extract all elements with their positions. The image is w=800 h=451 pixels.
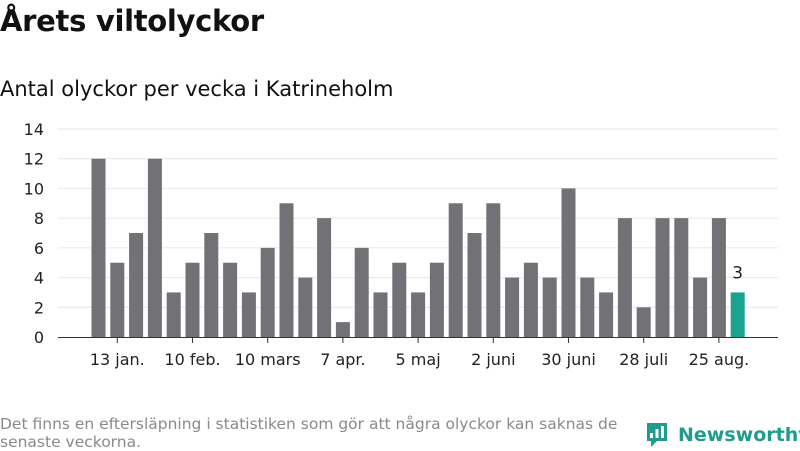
chart-title: Årets viltolyckor bbox=[0, 4, 264, 38]
bar bbox=[373, 292, 388, 337]
newsworthy-logo-icon bbox=[647, 423, 667, 447]
x-tick-label: 10 feb. bbox=[164, 350, 220, 369]
bar bbox=[129, 233, 144, 337]
footnote: Det finns en eftersläpning i statistiken… bbox=[0, 415, 618, 451]
bar bbox=[392, 262, 407, 337]
y-tick-label: 14 bbox=[24, 120, 44, 139]
bar bbox=[241, 292, 256, 337]
bar bbox=[204, 233, 219, 337]
y-axis-ticks: 0 2 4 6 8 10 12 14 bbox=[24, 120, 44, 347]
x-tick-label: 5 maj bbox=[396, 350, 441, 369]
bar bbox=[298, 277, 313, 337]
bar-chart: 0 2 4 6 8 10 12 14 13 jan. 10 feb. 10 mars 7 apr. 5… bbox=[24, 120, 778, 369]
y-tick-label: 6 bbox=[34, 239, 44, 258]
x-tick-label: 2 juni bbox=[471, 350, 515, 369]
bar bbox=[448, 203, 463, 337]
y-tick-label: 12 bbox=[24, 150, 44, 169]
bar-highlight bbox=[730, 292, 745, 337]
y-tick-label: 0 bbox=[34, 328, 44, 347]
x-tick-label: 10 mars bbox=[235, 350, 301, 369]
bars bbox=[91, 158, 745, 337]
bar bbox=[693, 277, 708, 337]
x-tick-label: 13 jan. bbox=[90, 350, 145, 369]
bar bbox=[260, 247, 275, 337]
chart-subtitle: Antal olyckor per vecka i Katrineholm bbox=[0, 77, 394, 101]
bar bbox=[636, 307, 651, 337]
bar bbox=[617, 218, 632, 337]
bar bbox=[561, 188, 576, 337]
bar bbox=[110, 262, 125, 337]
bar bbox=[279, 203, 294, 337]
x-tick-label: 25 aug. bbox=[689, 350, 750, 369]
bar bbox=[411, 292, 426, 337]
highlight-value-label: 3 bbox=[732, 263, 743, 283]
bar bbox=[505, 277, 520, 337]
bar bbox=[599, 292, 614, 337]
brand-name: Newsworthy bbox=[678, 424, 800, 446]
x-tick-label: 28 juli bbox=[619, 350, 668, 369]
bar bbox=[580, 277, 595, 337]
y-tick-label: 8 bbox=[34, 209, 44, 228]
bar bbox=[335, 322, 350, 337]
bar bbox=[91, 158, 106, 337]
x-tick-label: 7 apr. bbox=[320, 350, 365, 369]
bar bbox=[185, 262, 200, 337]
y-tick-label: 10 bbox=[24, 179, 44, 198]
bar bbox=[429, 262, 444, 337]
data-labels: 3 bbox=[732, 263, 743, 283]
bar bbox=[467, 233, 482, 337]
y-tick-label: 2 bbox=[34, 298, 44, 317]
bar bbox=[354, 247, 369, 337]
brand-logo[interactable]: Newsworthy bbox=[645, 421, 800, 449]
bar bbox=[674, 218, 689, 337]
x-tick-label: 30 juni bbox=[541, 350, 596, 369]
x-axis: 13 jan. 10 feb. 10 mars 7 apr. 5 maj 2 juni 30… bbox=[58, 337, 778, 369]
bar bbox=[317, 218, 332, 337]
bar bbox=[542, 277, 557, 337]
bar bbox=[223, 262, 238, 337]
y-tick-label: 4 bbox=[34, 269, 44, 288]
gridlines bbox=[58, 128, 778, 308]
bar bbox=[655, 218, 670, 337]
bar bbox=[147, 158, 162, 337]
bar bbox=[523, 262, 538, 337]
bar bbox=[166, 292, 181, 337]
bar bbox=[486, 203, 501, 337]
bar bbox=[711, 218, 726, 337]
